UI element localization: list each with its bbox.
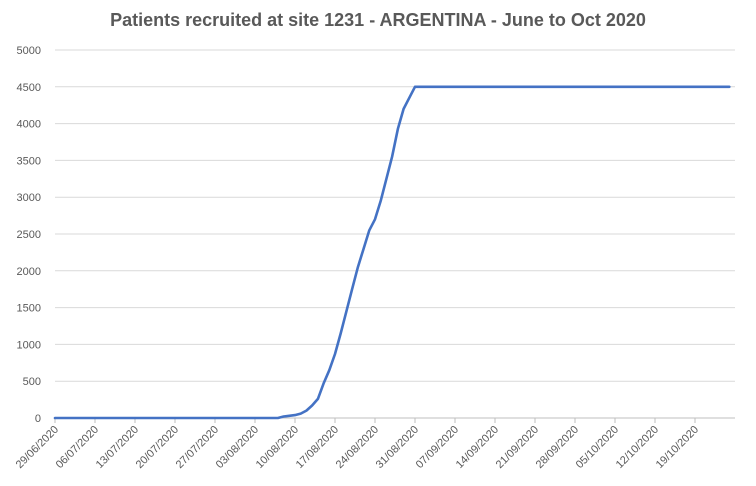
x-tick-label: 19/10/2020 — [654, 424, 701, 471]
y-tick-label: 2000 — [17, 266, 41, 278]
chart-title: Patients recruited at site 1231 - ARGENT… — [110, 10, 646, 30]
series-line — [53, 85, 731, 420]
y-tick-label: 5000 — [17, 45, 41, 57]
y-tick-label: 0 — [35, 413, 41, 425]
y-tick-label: 1500 — [17, 303, 41, 315]
y-tick-label: 3500 — [17, 155, 41, 167]
y-tick-label: 1000 — [17, 339, 41, 351]
y-tick-label: 3000 — [17, 192, 41, 204]
y-tick-label: 500 — [23, 376, 41, 388]
y-tick-label: 4500 — [17, 82, 41, 94]
y-tick-label: 2500 — [17, 229, 41, 241]
y-tick-label: 4000 — [17, 119, 41, 131]
